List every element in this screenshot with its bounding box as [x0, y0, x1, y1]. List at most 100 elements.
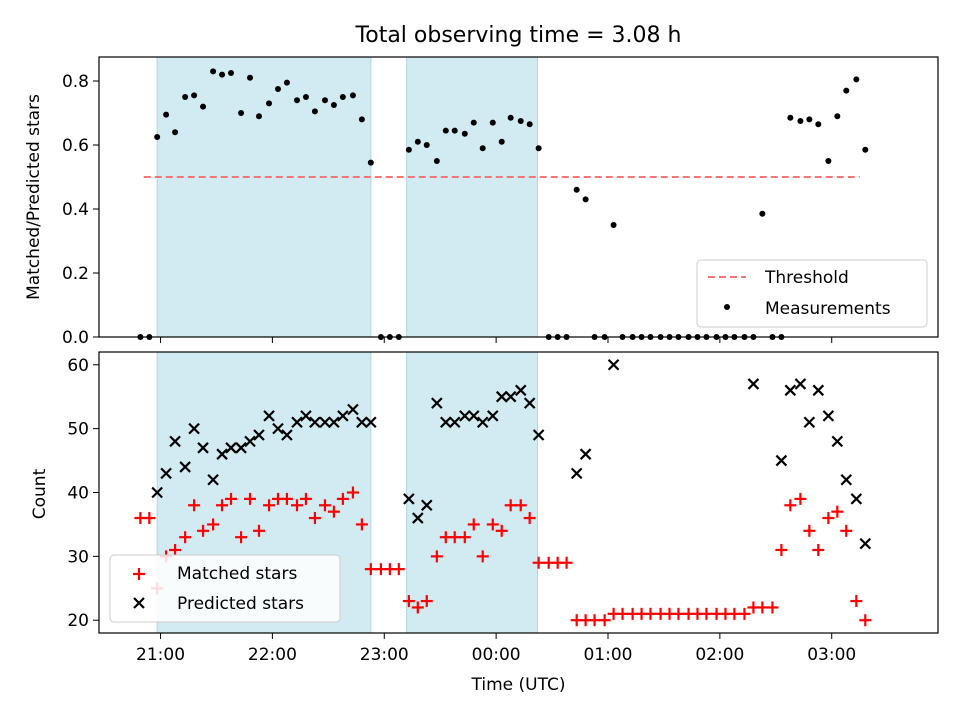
predicted-star-point [412, 512, 424, 524]
legend-threshold-label: Threshold [764, 268, 849, 288]
legend-measurements-label: Measurements [765, 299, 891, 319]
predicted-star-point [514, 384, 527, 397]
predicted-star-point [337, 410, 349, 422]
counts-panel: 21:00 22:00 23:00 00:00 01:00 02:00 03:00 20 30… [30, 351, 939, 695]
y-tick-label: 30 [67, 547, 89, 567]
measurement-point [414, 138, 421, 145]
y-tick-label: 50 [67, 420, 89, 440]
measurement-point [339, 94, 346, 100]
shaded-interval-1 [156, 56, 372, 338]
matched-star-point [318, 499, 331, 512]
predicted-star-point [160, 467, 172, 480]
matched-star-point [411, 601, 424, 614]
matched-star-point [430, 550, 443, 563]
measurement-point [349, 92, 356, 99]
predicted-star-point [523, 397, 536, 409]
shaded-interval-2 [406, 56, 539, 338]
y-tick-label: 0.2 [62, 264, 89, 284]
x-ticks: 21:00 22:00 23:00 00:00 01:00 02:00 03:00 [136, 633, 856, 665]
measurement-point [330, 102, 337, 108]
predicted-star-point [784, 384, 797, 397]
measurement-point [311, 108, 318, 115]
measurement-point [843, 87, 850, 94]
predicted-star-point [235, 442, 247, 454]
measurement-point [517, 118, 524, 124]
matched-star-point [308, 512, 321, 525]
predicted-star-point [403, 493, 415, 505]
measurement-point [582, 196, 589, 203]
measurement-point [507, 114, 514, 121]
matched-star-point [812, 543, 825, 556]
measurement-point [294, 97, 301, 104]
x-tick-label: 03:00 [807, 645, 856, 665]
matched-star-point [225, 492, 238, 505]
matched-star-point [263, 499, 276, 512]
measurement-point [479, 145, 486, 152]
matched-star-point [756, 601, 769, 614]
measurement-point [862, 146, 869, 153]
predicted-star-point [850, 493, 863, 505]
y-tick-label: 20 [67, 611, 89, 631]
measurement-point [535, 145, 542, 152]
matched-star-point [402, 595, 415, 608]
legend: Threshold Measurements [696, 259, 928, 328]
matched-star-point [291, 499, 304, 512]
measurement-point [815, 121, 822, 128]
x-tick-label: 02:00 [695, 645, 744, 665]
predicted-star-point [840, 473, 853, 486]
matched-star-point [327, 505, 340, 518]
matched-star-point [523, 512, 536, 525]
matched-star-point [216, 499, 229, 512]
ratio-panel: 0.00.20.40.60.8 Matched/Predicted stars … [24, 56, 939, 348]
x-tick-label: 22:00 [248, 645, 297, 665]
matched-star-point [244, 492, 257, 505]
measurement-point [526, 121, 533, 128]
predicted-star-point [859, 537, 872, 550]
matched-star-point [252, 524, 265, 537]
legend: Matched stars Predicted stars [109, 554, 341, 623]
matched-star-point [588, 614, 601, 627]
predicted-star-point [347, 403, 359, 416]
matched-star-point [420, 595, 433, 608]
measurement-point [461, 130, 468, 137]
matched-star-point [700, 607, 713, 620]
matched-star-point [794, 492, 807, 505]
predicted-star-point [579, 448, 592, 460]
predicted-star-point [263, 410, 275, 422]
matched-star-point [364, 563, 377, 576]
predicted-star-point [188, 422, 200, 435]
predicted-star-point [431, 397, 443, 409]
legend-matched-label: Matched stars [177, 564, 297, 584]
predicted-star-point [448, 416, 461, 429]
measurement-point [163, 111, 170, 118]
predicted-star-point [420, 499, 433, 512]
matched-star-point [169, 543, 182, 556]
measurement-point [573, 186, 580, 193]
matched-star-point [560, 556, 573, 569]
matched-star-point [448, 531, 461, 544]
predicted-star-point [272, 422, 284, 435]
measurement-point [274, 86, 281, 92]
measurement-point [182, 94, 189, 100]
measurement-point [470, 119, 477, 126]
measurement-point [154, 134, 161, 140]
matched-star-point [728, 607, 741, 620]
matched-star-point [644, 607, 657, 620]
predicted-star-point [319, 416, 331, 429]
predicted-star-point [476, 416, 489, 429]
predicted-star-point [244, 435, 256, 448]
measurement-point [367, 159, 374, 166]
predicted-star-point [532, 429, 545, 441]
matched-star-point [188, 499, 201, 512]
matched-star-point [299, 492, 312, 505]
measurement-point [787, 114, 794, 121]
matched-star-point [850, 595, 863, 608]
matched-star-point [840, 524, 853, 537]
predicted-star-point [440, 416, 452, 429]
measurement-point [451, 127, 458, 134]
measurement-point [247, 74, 254, 81]
measurement-point [610, 222, 617, 228]
measurement-point [498, 138, 505, 145]
measurement-point [433, 158, 440, 164]
